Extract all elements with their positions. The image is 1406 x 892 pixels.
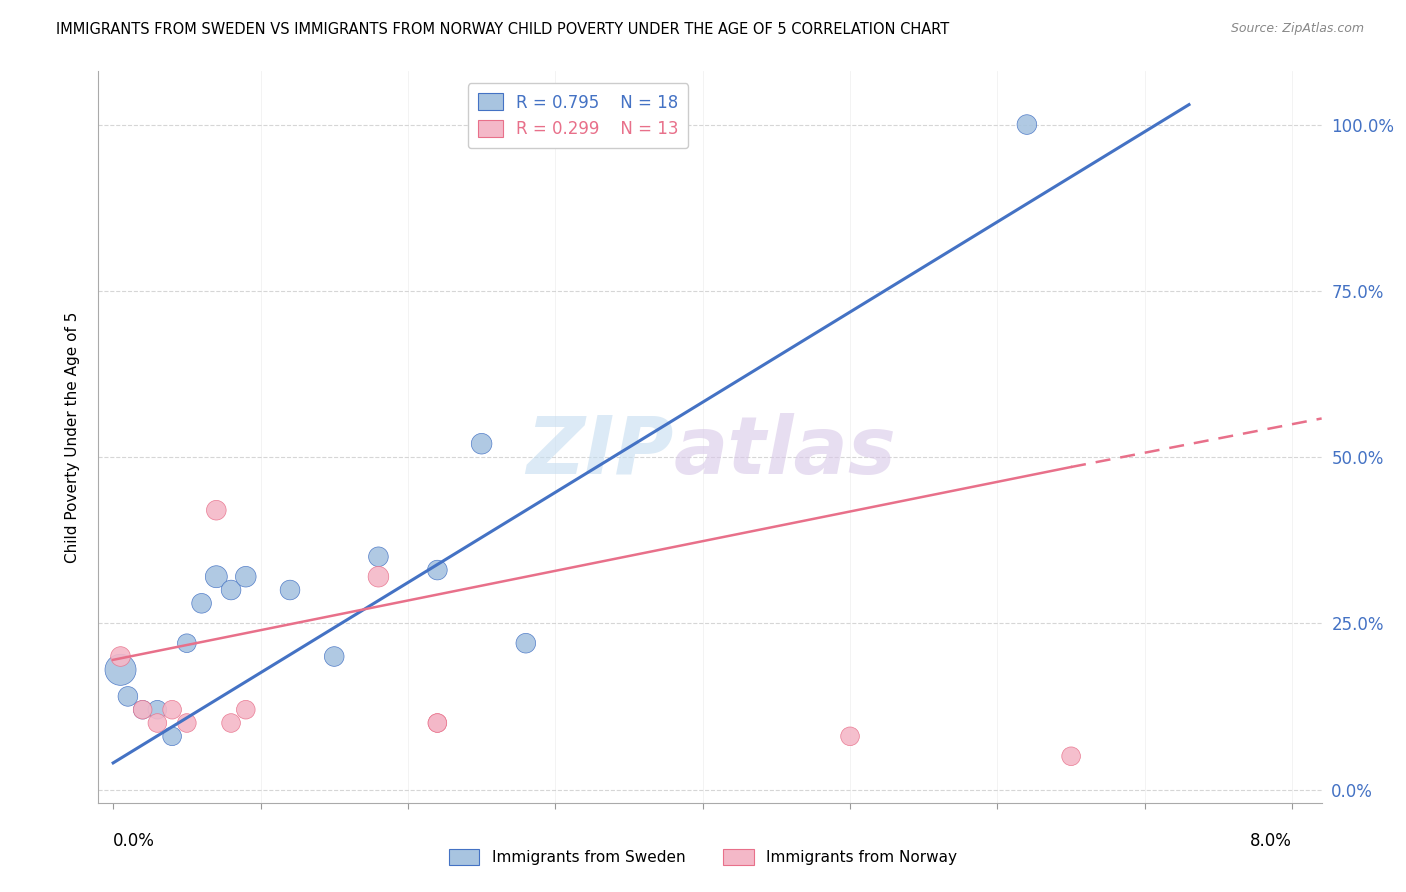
Text: 8.0%: 8.0% bbox=[1250, 832, 1292, 850]
Point bbox=[110, 649, 132, 664]
Point bbox=[278, 582, 301, 597]
Point bbox=[662, 118, 685, 132]
Point bbox=[1015, 118, 1038, 132]
Point bbox=[235, 703, 257, 717]
Text: IMMIGRANTS FROM SWEDEN VS IMMIGRANTS FROM NORWAY CHILD POVERTY UNDER THE AGE OF : IMMIGRANTS FROM SWEDEN VS IMMIGRANTS FRO… bbox=[56, 22, 949, 37]
Text: Source: ZipAtlas.com: Source: ZipAtlas.com bbox=[1230, 22, 1364, 36]
Point bbox=[176, 636, 198, 650]
Point bbox=[839, 729, 862, 743]
Point bbox=[426, 563, 449, 577]
Point bbox=[160, 703, 183, 717]
Point bbox=[219, 582, 242, 597]
Legend: R = 0.795    N = 18, R = 0.299    N = 13: R = 0.795 N = 18, R = 0.299 N = 13 bbox=[468, 83, 689, 148]
Point bbox=[1060, 749, 1083, 764]
Y-axis label: Child Poverty Under the Age of 5: Child Poverty Under the Age of 5 bbox=[65, 311, 80, 563]
Point bbox=[471, 436, 494, 450]
Point bbox=[146, 703, 169, 717]
Point bbox=[176, 716, 198, 731]
Point bbox=[426, 716, 449, 731]
Point bbox=[131, 703, 153, 717]
Point bbox=[235, 570, 257, 584]
Point bbox=[160, 729, 183, 743]
Text: 0.0%: 0.0% bbox=[112, 832, 155, 850]
Point bbox=[131, 703, 153, 717]
Point bbox=[367, 549, 389, 564]
Point bbox=[515, 636, 537, 650]
Point bbox=[205, 570, 228, 584]
Point bbox=[117, 690, 139, 704]
Point bbox=[219, 716, 242, 731]
Point bbox=[205, 503, 228, 517]
Point bbox=[110, 663, 132, 677]
Point bbox=[190, 596, 212, 610]
Point bbox=[426, 716, 449, 731]
Point bbox=[146, 716, 169, 731]
Text: ZIP: ZIP bbox=[526, 413, 673, 491]
Legend: Immigrants from Sweden, Immigrants from Norway: Immigrants from Sweden, Immigrants from … bbox=[443, 843, 963, 871]
Point bbox=[367, 570, 389, 584]
Point bbox=[323, 649, 346, 664]
Text: atlas: atlas bbox=[673, 413, 896, 491]
